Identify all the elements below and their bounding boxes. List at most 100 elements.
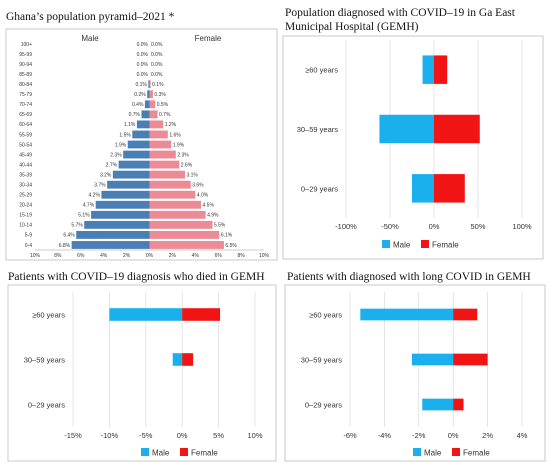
pyramid-age-tick: 85-89 — [19, 72, 32, 78]
diagnosed-title: Population diagnosed with COVID–19 in Ga… — [285, 7, 515, 33]
diagnosed-category-tick: ≥60 years — [305, 66, 338, 75]
pyramid-female-bar — [149, 190, 196, 199]
pyramid-age-tick: 35-39 — [19, 172, 32, 178]
pyramid-female-value-label: 0.3% — [154, 92, 166, 98]
pyramid-male-bar — [144, 100, 150, 109]
pyramid-male-bar — [84, 220, 150, 229]
long-covid-title: Patients with diagnosed with long COVID … — [287, 271, 531, 283]
pyramid-age-tick: 90-94 — [19, 62, 32, 68]
pyramid-female-value-label: 2.6% — [181, 162, 193, 168]
diagnosed-male-bar — [412, 174, 434, 203]
pyramid-female-bar — [149, 120, 164, 129]
pyramid-male-bar — [107, 180, 150, 189]
pyramid-x-tick: 0% — [146, 253, 154, 259]
pyramid-female-value-label: 0.0% — [151, 52, 163, 58]
died-category-tick: ≥60 years — [32, 311, 65, 320]
pyramid-x-tick: 4% — [100, 253, 108, 259]
died-x-tick: 5% — [213, 431, 224, 440]
pyramid-male-value-label: 0.4% — [132, 102, 144, 108]
long-covid-legend-female-swatch — [452, 448, 460, 456]
diagnosed-category-tick: 0–29 years — [301, 184, 338, 193]
pyramid-male-value-label: 1.1% — [124, 122, 136, 128]
long-covid-x-tick: -6% — [343, 431, 357, 440]
pyramid-female-value-label: 3.6% — [192, 182, 204, 188]
died-x-tick: -15% — [64, 431, 82, 440]
pyramid-age-tick: 95-99 — [19, 52, 32, 58]
pyramid-x-tick: 8% — [237, 253, 245, 259]
pyramid-female-bar — [149, 170, 185, 179]
pyramid-female-bar — [149, 100, 156, 109]
pyramid-female-bar — [149, 160, 180, 169]
long-covid-female-bar — [453, 353, 488, 366]
pyramid-age-tick: 65-69 — [19, 112, 32, 118]
diagnosed-x-tick: -100% — [335, 222, 357, 231]
pyramid-female-value-label: 6.1% — [221, 233, 233, 239]
pyramid-male-value-label: 3.7% — [94, 182, 106, 188]
pyramid-male-value-label: 0.0% — [137, 62, 149, 68]
pyramid-age-tick: 70-74 — [19, 102, 32, 108]
died-legend-male-label: Male — [152, 449, 170, 458]
diagnosed-legend-female-swatch — [421, 240, 429, 248]
pyramid-male-value-label: 5.1% — [78, 213, 90, 219]
pyramid-age-tick: 15-19 — [19, 213, 32, 219]
pyramid-male-value-label: 0.0% — [137, 42, 149, 48]
died-male-bar — [109, 308, 183, 321]
pyramid-female-value-label: 5.5% — [214, 223, 226, 229]
pyramid-male-bar — [118, 160, 150, 169]
pyramid-female-bar — [149, 220, 213, 229]
pyramid-male-bar — [91, 210, 150, 219]
died-male-bar — [172, 353, 183, 366]
pyramid-female-bar — [149, 110, 158, 119]
diagnosed-male-bar — [422, 55, 434, 84]
pyramid-female-bar — [149, 200, 202, 209]
pyramid-male-value-label: 6.8% — [59, 243, 71, 249]
pyramid-male-value-label: 0.7% — [129, 112, 141, 118]
pyramid-male-bar — [71, 241, 150, 249]
pyramid-male-bar — [123, 150, 150, 159]
pyramid-female-value-label: 0.0% — [151, 62, 163, 68]
pyramid-male-bar — [95, 200, 150, 209]
long-covid-male-bar — [360, 308, 454, 321]
pyramid-female-value-label: 1.9% — [173, 142, 185, 148]
died-x-tick: -10% — [101, 431, 119, 440]
pyramid-panel-border — [5, 28, 278, 261]
pyramid-male-label: Male — [81, 34, 99, 43]
diagnosed-female-bar — [434, 174, 465, 203]
pyramid-male-value-label: 5.7% — [71, 223, 83, 229]
pyramid-male-bar — [112, 170, 150, 179]
pyramid-age-tick: 55-59 — [19, 132, 32, 138]
pyramid-male-bar — [132, 130, 150, 139]
long-covid-x-tick: -2% — [412, 431, 426, 440]
long-covid-category-tick: 0–29 years — [305, 401, 342, 410]
pyramid-female-label: Female — [195, 34, 222, 43]
pyramid-x-tick: 8% — [54, 253, 62, 259]
pyramid-female-value-label: 0.0% — [151, 72, 163, 78]
pyramid-age-tick: 75-79 — [19, 92, 32, 98]
long-covid-x-tick: 0% — [448, 431, 459, 440]
pyramid-x-tick: 6% — [215, 253, 223, 259]
pyramid-age-tick: 10-14 — [19, 223, 32, 229]
died-category-tick: 30–59 years — [24, 356, 66, 365]
pyramid-male-value-label: 6.4% — [63, 233, 75, 239]
pyramid-female-value-label: 4.9% — [207, 213, 219, 219]
pyramid-female-value-label: 0.1% — [152, 82, 164, 88]
diagnosed-panel-border — [282, 35, 544, 260]
diagnosed-x-tick: 50% — [470, 222, 485, 231]
died-female-bar — [182, 353, 194, 366]
long-covid-female-bar — [453, 398, 464, 411]
long-covid-x-tick: 2% — [482, 431, 493, 440]
pyramid-female-value-label: 4.5% — [203, 203, 215, 209]
pyramid-male-value-label: 3.2% — [100, 172, 112, 178]
pyramid-male-bar — [147, 90, 150, 99]
long-covid-female-bar — [453, 308, 478, 321]
long-covid-category-tick: 30–59 years — [301, 356, 343, 365]
pyramid-male-value-label: 2.3% — [110, 152, 122, 158]
pyramid-female-bar — [149, 80, 151, 89]
died-x-tick: 10% — [247, 431, 262, 440]
pyramid-age-tick: 25-29 — [19, 193, 32, 199]
diagnosed-legend-female-label: Female — [432, 241, 459, 250]
pyramid-x-tick: 10% — [30, 253, 41, 259]
pyramid-male-value-label: 1.9% — [115, 142, 127, 148]
died-legend-female-swatch — [180, 448, 188, 456]
